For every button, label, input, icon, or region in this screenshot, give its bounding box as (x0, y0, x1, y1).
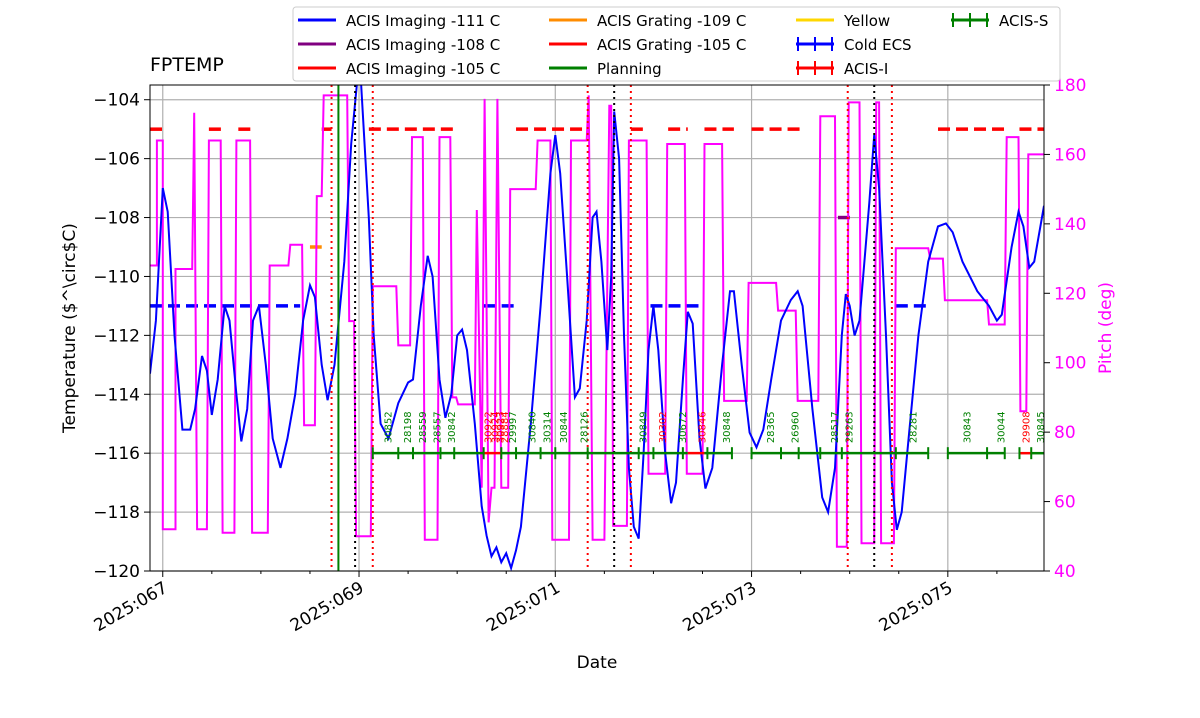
legend-label: Yellow (843, 12, 890, 30)
observation-bars-layer (371, 447, 1044, 460)
legend-label: ACIS-S (999, 12, 1048, 30)
y2-tick-label: 180 (1054, 76, 1086, 96)
pitch-series-line (150, 94, 1044, 548)
legend: ACIS Imaging -111 C ACIS Imaging -108 C AC… (292, 6, 1061, 82)
legend-label: ACIS-I (844, 60, 888, 78)
obsid-label: 30044 (997, 411, 1008, 443)
x-tick-label: 2025:067 (91, 578, 172, 636)
obsid-label: 30845 (1036, 411, 1047, 443)
vertical-lines-layer (330, 85, 893, 571)
obsid-label: 29908 (1021, 411, 1032, 443)
pitch-layer (150, 94, 1044, 548)
obsid-label: 28365 (766, 411, 777, 443)
obsid-label: 29263 (845, 411, 856, 443)
x-tick-label: 2025:071 (483, 578, 564, 636)
legend-label: ACIS Grating -109 C (597, 12, 746, 30)
obsid-label: 30852 (383, 411, 394, 443)
obsid-label: 28517 (830, 411, 841, 443)
obsid-label: 30314 (542, 411, 553, 443)
y-axis-label: Temperature ($^\circ$C) (60, 223, 80, 434)
y2-tick-label: 60 (1054, 493, 1076, 513)
y-axis-left: −104 −106 −108 −110 −112 −114 −116 −118 −120 (93, 91, 150, 582)
obsid-label: 28884 (500, 411, 511, 443)
obsid-label: 28281 (908, 411, 919, 443)
y-tick-label: −120 (93, 562, 140, 582)
obsid-label: 30848 (722, 411, 733, 443)
obsid-label: 28126 (580, 411, 591, 443)
x-axis-label: Date (577, 653, 618, 673)
y2-tick-label: 100 (1054, 354, 1086, 374)
y2-axis-label: Pitch (deg) (1096, 282, 1116, 374)
obsid-label: 30840 (528, 411, 539, 443)
obsid-label: 30302 (658, 411, 669, 443)
obsid-label: 30844 (559, 411, 570, 443)
legend-label: ACIS Grating -105 C (597, 36, 746, 54)
y2-tick-label: 40 (1054, 562, 1076, 582)
obsid-label: 26960 (791, 411, 802, 443)
legend-box (292, 6, 1061, 82)
obsid-label: 30923 (495, 411, 506, 443)
y2-tick-label: 140 (1054, 215, 1086, 235)
x-tick-label: 2025:069 (287, 578, 368, 636)
y-tick-label: −110 (93, 267, 140, 287)
y-tick-label: −116 (93, 444, 140, 464)
legend-label: Planning (597, 60, 662, 78)
obsid-label: 28198 (403, 411, 414, 443)
legend-label: ACIS Imaging -111 C (346, 12, 500, 30)
obsid-label: 30924 (490, 411, 501, 443)
y-tick-label: −112 (93, 326, 140, 346)
obsid-labels-layer: 30852 28198 28559 28557 30842 309223092430923… (383, 411, 1047, 443)
y-tick-label: −104 (93, 91, 140, 111)
obsid-label: 28559 (418, 411, 429, 443)
y2-tick-label: 80 (1054, 423, 1076, 443)
obsid-label: 30922 (484, 411, 495, 443)
obsid-label: 30842 (447, 411, 458, 443)
obsid-label: 30672 (678, 411, 689, 443)
obsid-label: 30843 (962, 411, 973, 443)
y2-tick-label: 160 (1054, 145, 1086, 165)
y-tick-label: −114 (93, 385, 140, 405)
x-axis: 2025:067 2025:069 2025:071 2025:073 2025:075 (91, 571, 998, 636)
legend-label: ACIS Imaging -108 C (346, 36, 500, 54)
y-tick-label: −106 (93, 150, 140, 170)
obsid-label: 29997 (508, 411, 519, 443)
obsid-label: 28557 (433, 411, 444, 443)
legend-label: ACIS Imaging -105 C (346, 60, 500, 78)
obsid-label: 30846 (697, 411, 708, 443)
fptemp-series-line (150, 85, 1044, 571)
grid-layer (150, 85, 1044, 572)
legend-label: Cold ECS (844, 36, 912, 54)
y-axis-right: 40 60 80 100 120 140 160 180 (1044, 76, 1086, 582)
y2-tick-label: 120 (1054, 284, 1086, 304)
plot-frame (149, 84, 1045, 572)
x-tick-label: 2025:073 (680, 578, 761, 636)
obsid-label: 30849 (639, 411, 650, 443)
fptemp-layer (150, 85, 1044, 571)
chart-title: FPTEMP (150, 54, 224, 76)
y-tick-label: −108 (93, 209, 140, 229)
x-tick-label: 2025:075 (876, 578, 957, 636)
y-tick-label: −118 (93, 503, 140, 523)
